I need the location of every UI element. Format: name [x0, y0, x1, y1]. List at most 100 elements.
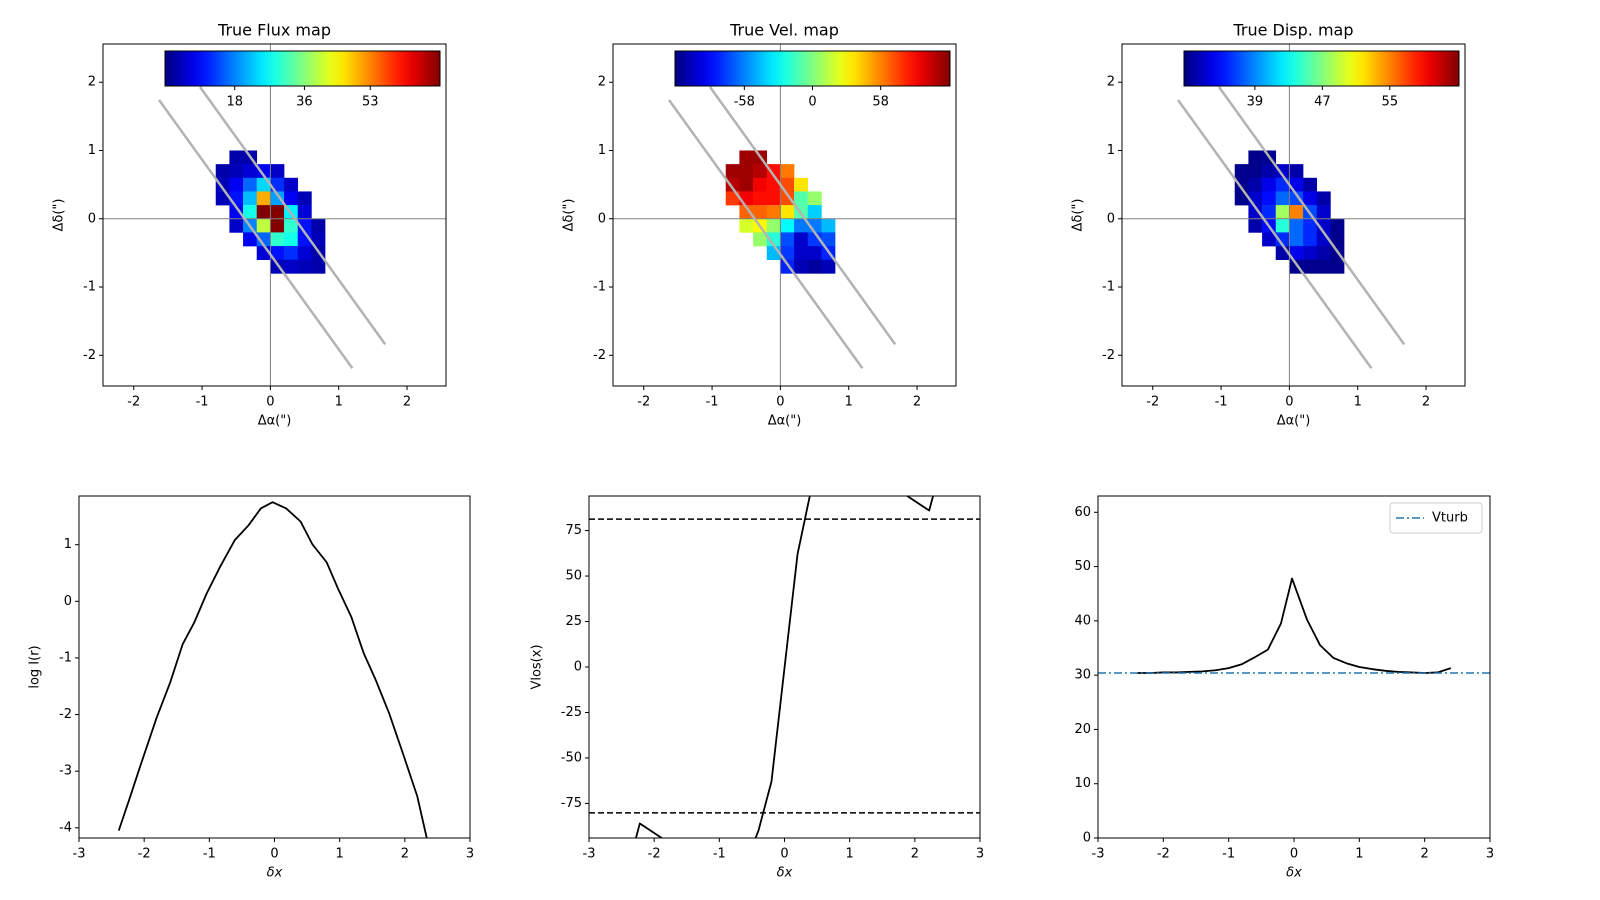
y-tick-label: 0 [1083, 831, 1091, 846]
map-pixel [1303, 218, 1318, 233]
map-pixel [270, 164, 285, 179]
map-pixel [297, 205, 312, 220]
y-tick-label: -75 [561, 796, 582, 811]
map-pixel [284, 177, 299, 192]
map-pixel [1262, 191, 1277, 206]
map-pixel [807, 259, 822, 274]
map-pixel [1234, 177, 1249, 192]
x-tick-label: -1 [713, 847, 726, 862]
map-pixel [1303, 259, 1318, 274]
map-pixel [725, 177, 740, 192]
y-axis-label: Vlos(x) [530, 644, 545, 689]
y-axis-label: log I(r) [28, 645, 43, 688]
map-pixel [766, 191, 781, 206]
chart-title: True Vel. map [729, 21, 839, 40]
y-tick-label: 0 [598, 211, 606, 226]
y-tick-label: 75 [565, 523, 582, 538]
y-tick-label: 30 [1074, 668, 1091, 683]
plot-content [1122, 44, 1465, 386]
x-tick-label: 2 [401, 847, 409, 862]
colorbar [674, 50, 951, 87]
map-pixel [270, 191, 285, 206]
map-pixel [1303, 232, 1318, 247]
x-tick-label: 0 [266, 395, 274, 410]
x-tick-label: 0 [776, 395, 784, 410]
y-tick-label: -2 [59, 707, 72, 722]
map-pixel [1262, 232, 1277, 247]
map-pixel [780, 164, 795, 179]
y-tick-label: 40 [1074, 613, 1091, 628]
map-pixel [753, 164, 768, 179]
y-axis-label: Δδ(") [52, 199, 67, 232]
map-pixel [215, 164, 230, 179]
map-pixel [229, 205, 244, 220]
map-pixel [739, 205, 754, 220]
map-pixel [256, 177, 271, 192]
x-tick-label: 1 [1354, 395, 1362, 410]
y-tick-label: 2 [88, 75, 96, 90]
x-tick-label: 3 [1486, 847, 1494, 862]
y-tick-label: -1 [83, 280, 96, 295]
x-tick-label: -1 [196, 395, 209, 410]
colorbar [1183, 50, 1460, 87]
plot-area [79, 496, 470, 838]
x-tick-label: 2 [1422, 395, 1430, 410]
x-tick-label: 3 [466, 847, 474, 862]
x-axis-label: δx [267, 866, 283, 881]
y-tick-label: 0 [64, 594, 72, 609]
map-pixel [794, 246, 809, 261]
x-tick-label: -1 [203, 847, 216, 862]
map-pixel [270, 246, 285, 261]
map-pixel [284, 232, 299, 247]
map-pixel [1303, 177, 1318, 192]
map-pixel [794, 177, 809, 192]
slit-line [158, 99, 354, 369]
map-pixel [821, 259, 836, 274]
slit-line [668, 99, 864, 369]
y-tick-label: -2 [83, 348, 96, 363]
map-pixel [229, 218, 244, 233]
x-tick-label: 2 [911, 847, 919, 862]
map-pixel [215, 177, 230, 192]
map-pixel [1248, 205, 1263, 220]
map-pixel [270, 205, 285, 220]
slit-line [199, 86, 387, 346]
y-tick-label: 2 [598, 75, 606, 90]
map-pixel [794, 232, 809, 247]
map-pixel [739, 218, 754, 233]
panel: -3 -2 -1 0 1 2 3 -75 -50 -25 0 25 50 75 δx Vlos(x) [530, 495, 984, 881]
x-tick-label: -1 [1215, 395, 1228, 410]
axes-frame [102, 43, 447, 387]
slit-line [1177, 99, 1373, 369]
x-tick-label: 0 [1290, 847, 1298, 862]
colorbar-tick-label: 39 [1247, 95, 1264, 110]
x-tick-label: 2 [403, 395, 411, 410]
map-pixel [807, 191, 822, 206]
map-pixel [1316, 191, 1331, 206]
y-tick-label: 1 [88, 143, 96, 158]
map-pixel [256, 232, 271, 247]
x-tick-label: -2 [1157, 847, 1170, 862]
data-line [634, 496, 935, 838]
axes-frame [612, 43, 957, 387]
x-axis-label: δx [777, 866, 793, 881]
y-tick-label: -50 [561, 750, 582, 765]
map-pixel [1316, 246, 1331, 261]
map-pixel [270, 218, 285, 233]
map-pixel [256, 218, 271, 233]
y-tick-label: 10 [1074, 776, 1091, 791]
axes-frame [1121, 43, 1466, 387]
x-tick-label: -2 [127, 395, 140, 410]
x-tick-label: -2 [648, 847, 661, 862]
map-pixel [1262, 164, 1277, 179]
legend-box [1389, 502, 1483, 534]
map-pixel [1275, 232, 1290, 247]
y-tick-label: 2 [1107, 75, 1115, 90]
map-pixel [284, 218, 299, 233]
colorbar-tick-label: 36 [296, 95, 313, 110]
y-tick-label: -25 [561, 705, 582, 720]
map-pixel [1289, 205, 1304, 220]
x-tick-label: 1 [845, 395, 853, 410]
